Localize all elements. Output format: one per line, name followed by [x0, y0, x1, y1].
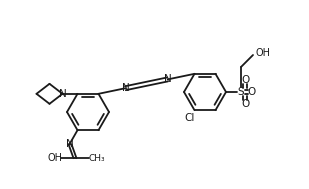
Text: O: O [242, 99, 250, 109]
Text: N: N [121, 83, 129, 93]
Text: CH₃: CH₃ [88, 154, 105, 163]
Text: N: N [66, 139, 73, 149]
Text: Cl: Cl [184, 113, 195, 123]
Text: N: N [59, 89, 66, 99]
Text: OH: OH [256, 48, 270, 58]
Text: O: O [247, 87, 255, 97]
Text: OH: OH [47, 153, 62, 163]
Text: N: N [164, 74, 171, 84]
Text: S: S [238, 87, 244, 97]
Text: O: O [242, 75, 250, 85]
